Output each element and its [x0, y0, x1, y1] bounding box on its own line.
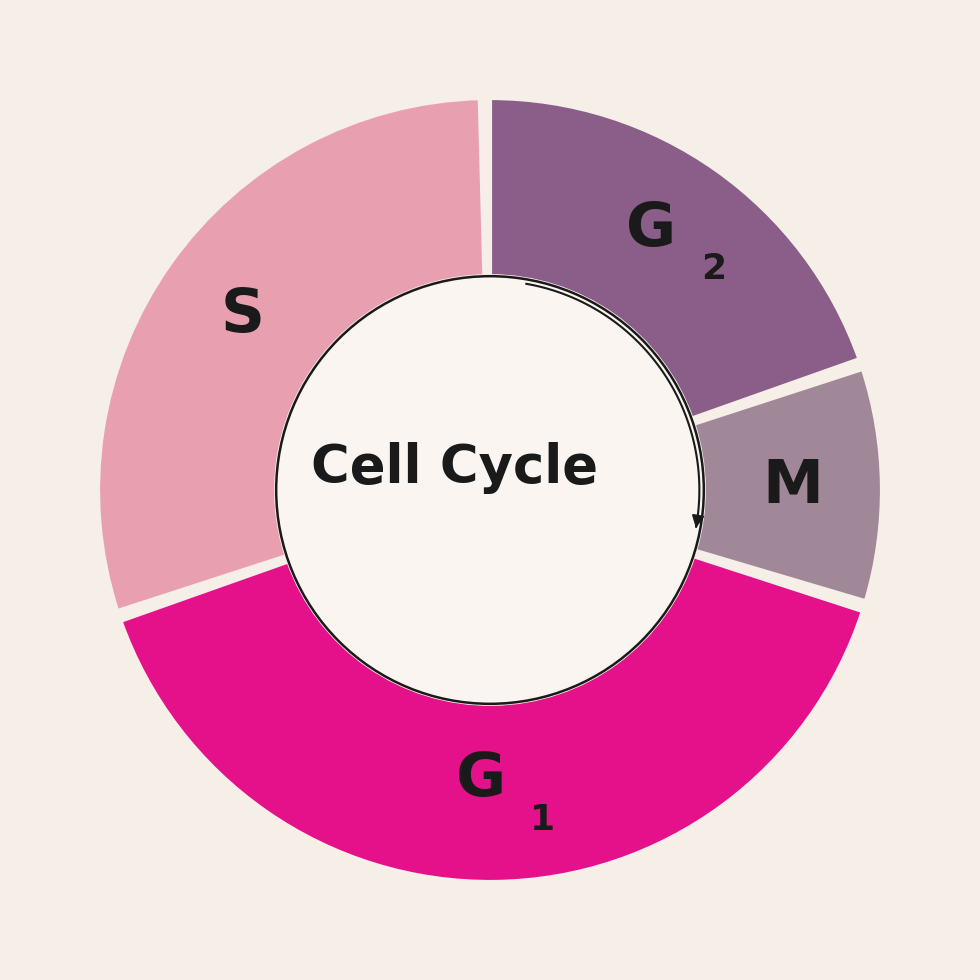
Text: G: G — [456, 750, 506, 809]
Text: 1: 1 — [530, 803, 556, 837]
Circle shape — [276, 276, 704, 704]
Wedge shape — [98, 98, 484, 612]
Text: 2: 2 — [702, 253, 726, 286]
Text: Cell Cycle: Cell Cycle — [311, 442, 598, 494]
Text: S: S — [220, 286, 265, 345]
Wedge shape — [490, 98, 859, 418]
Text: G: G — [626, 200, 676, 259]
Wedge shape — [121, 556, 862, 882]
Wedge shape — [694, 368, 882, 602]
Text: M: M — [762, 457, 823, 515]
